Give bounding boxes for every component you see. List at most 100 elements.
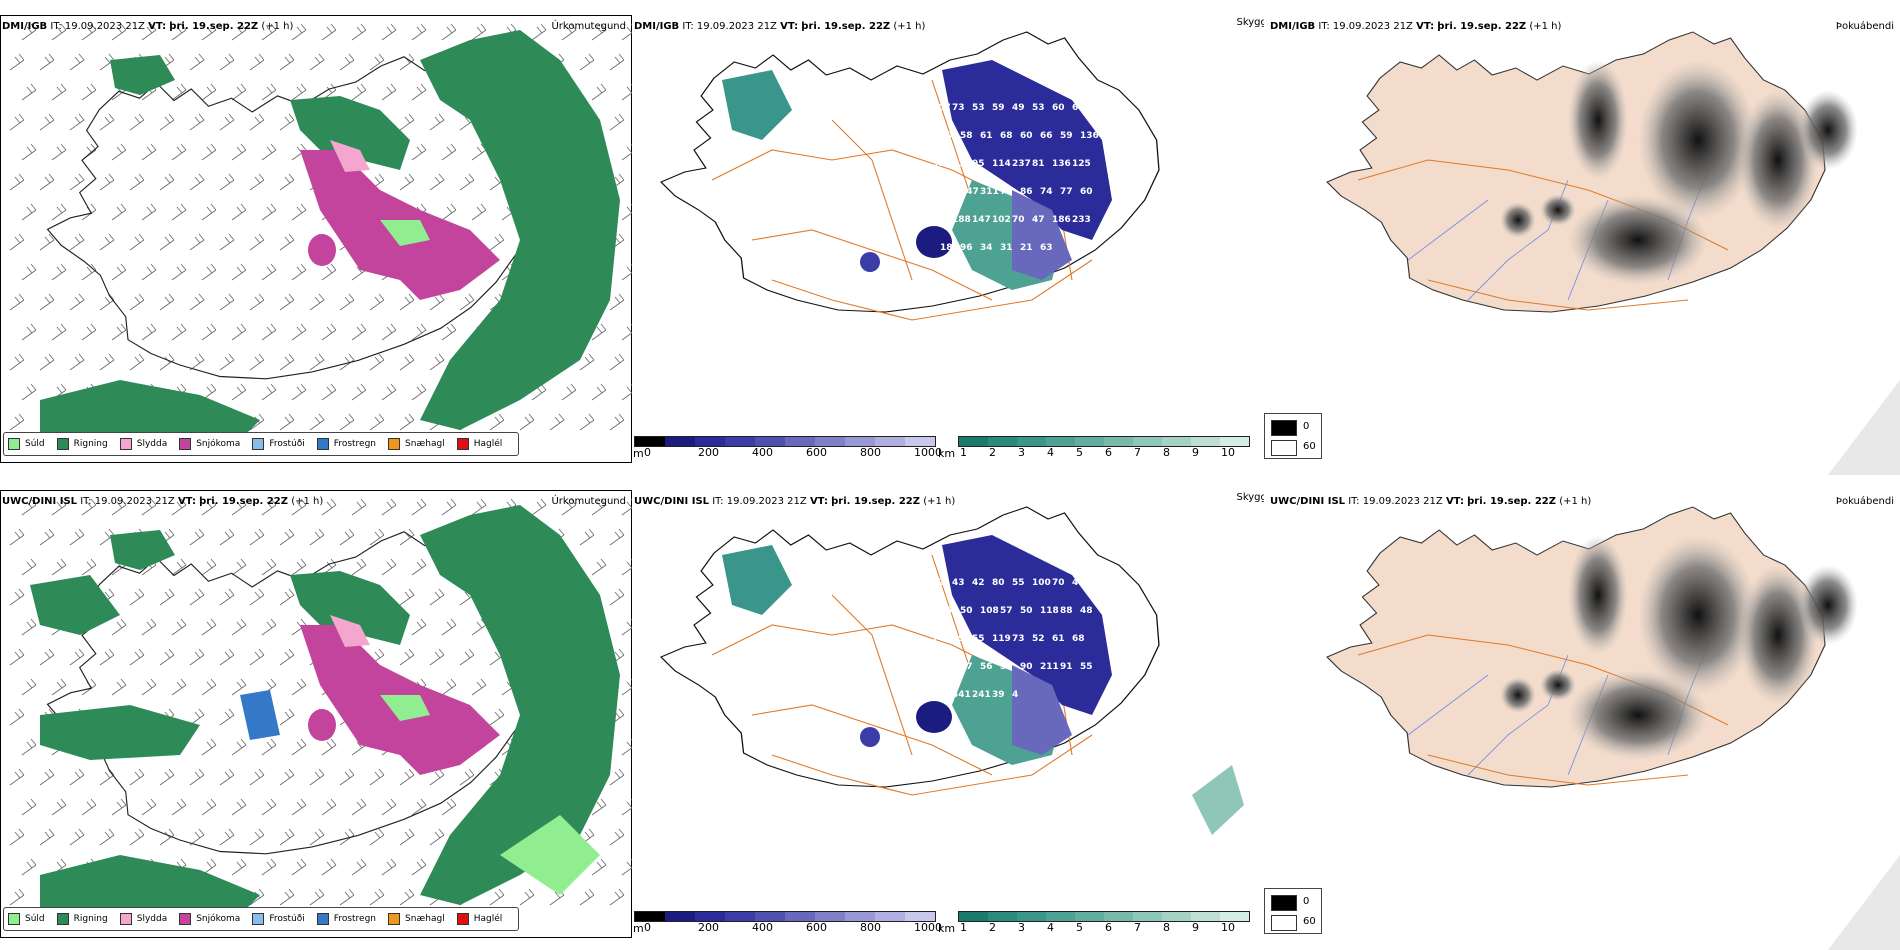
colorbar-cell xyxy=(1220,912,1249,921)
colorbar-cell xyxy=(785,912,815,921)
cloud-base-label: 97 xyxy=(932,215,945,225)
rain-area xyxy=(40,855,260,920)
visibility-unit: km xyxy=(938,922,956,935)
cloud-base-label: 44 xyxy=(1072,578,1085,588)
rain-area xyxy=(110,530,175,570)
colorbar-tick: 4 xyxy=(1047,446,1054,459)
colorbar-tick: 4 xyxy=(1047,921,1054,934)
legend-swatch xyxy=(456,913,469,925)
cloud-base-label: 57 xyxy=(1000,606,1013,616)
panel-header: UWC/DINI ISL IT: 19.09.2023 21Z VT: þri.… xyxy=(634,496,955,507)
fog-key-label: 0 xyxy=(1303,421,1310,432)
cloud-base-label: 118 xyxy=(1040,606,1059,616)
colorbar-tick: 8 xyxy=(1163,446,1170,459)
colorbar-tick: 9 xyxy=(1192,446,1199,459)
fog-key: 0 60 xyxy=(1264,413,1322,459)
coastline xyxy=(46,56,534,380)
cloud-base-label: 56 xyxy=(980,662,993,672)
colorbar-cell xyxy=(959,912,988,921)
fog-indicator-area xyxy=(1798,565,1858,645)
snow-area xyxy=(308,709,336,741)
vt-label: VT: xyxy=(809,496,828,507)
colorbar-tick: 7 xyxy=(1134,446,1141,459)
cloud-base-label: 119 xyxy=(992,634,1011,644)
legend-label: Snæhagl xyxy=(405,439,445,449)
colorbar-tick: 800 xyxy=(860,921,881,934)
colorbar-tick: 9 xyxy=(1192,921,1199,934)
colorbar-tick: 3 xyxy=(1018,921,1025,934)
colorbar-cell xyxy=(815,912,845,921)
legend-swatch xyxy=(119,438,132,450)
colorbar-cell xyxy=(1104,437,1133,446)
cloud-base-label: 96 xyxy=(960,243,973,253)
legend-label: Rigning xyxy=(73,439,108,449)
cloud-base-label: 74 xyxy=(932,634,945,644)
drizzle-area xyxy=(380,220,430,246)
cloud-base-label: 107 xyxy=(932,690,951,700)
low-visibility-area xyxy=(722,70,792,140)
cloud-base-label: 125 xyxy=(1072,159,1091,169)
cloud-base-panel: 62 43 42 80 55 100 70 44 75 50 108 57 50 118 88 48 74 69 5… xyxy=(632,475,1264,950)
cloud-base-label: 63 xyxy=(1040,243,1053,253)
colorbar-tick: 400 xyxy=(752,921,773,934)
panel-header: UWC/DINI ISL IT: 19.09.2023 21Z VT: þri.… xyxy=(2,496,323,507)
precip-type-panel: DMI/IGB IT: 19.09.2023 21Z VT: þri. 19.s… xyxy=(0,0,632,475)
sleet-area xyxy=(330,615,370,647)
panel-title: Þokuábendi xyxy=(1835,21,1894,32)
cloud-base-label: 48 xyxy=(1080,606,1093,616)
panel-header: DMI/IGB IT: 19.09.2023 21Z VT: þri. 19.s… xyxy=(2,21,293,32)
fog-indicator-area xyxy=(1540,669,1576,701)
cloud-base-label: 60 xyxy=(1052,103,1065,113)
colorbar-tick: 5 xyxy=(1076,921,1083,934)
legend-item: Frostregn xyxy=(316,438,376,450)
visibility-colorbar xyxy=(958,436,1250,447)
colorbar-cell xyxy=(875,912,905,921)
cloud-base-unit: m xyxy=(633,447,644,460)
cloud-base-label: 49 xyxy=(1012,103,1025,113)
rain-area xyxy=(420,505,620,905)
legend-swatch xyxy=(8,438,20,450)
model-name: DMI/IGB xyxy=(2,21,48,32)
cloud-base-label: 41 xyxy=(952,159,965,169)
colorbar-cell xyxy=(695,912,725,921)
valid-time: þri. 19.sep. 22Z xyxy=(801,21,891,32)
cloud-base-labels: 107 73 53 59 49 53 60 66 108 58 61 68 60 66 59 136 55 41 9… xyxy=(932,103,1099,253)
precip-type-legend: Súld Rigning Slydda Snjókoma Frostúði Frostre… xyxy=(3,907,520,931)
lead-time: (+1 h) xyxy=(291,496,324,507)
cloud-base-label: 50 xyxy=(1020,606,1033,616)
drizzle-area xyxy=(380,695,430,721)
colorbar-cell xyxy=(665,912,695,921)
colorbar-cell xyxy=(1017,912,1046,921)
colorbar-cell xyxy=(635,437,665,446)
colorbar-tick: 6 xyxy=(1105,921,1112,934)
low-cloud-area xyxy=(860,252,880,272)
sea-fog-area xyxy=(1828,855,1900,950)
fog-panel: DMI/IGB IT: 19.09.2023 21Z VT: þri. 19.s… xyxy=(1268,0,1900,475)
cloud-base-label: 31 xyxy=(1000,243,1013,253)
rain-area xyxy=(40,705,200,760)
colorbar-cell xyxy=(725,437,755,446)
colorbar-cell xyxy=(1017,437,1046,446)
colorbar-cell xyxy=(988,912,1017,921)
panel-header: DMI/IGB IT: 19.09.2023 21Z VT: þri. 19.s… xyxy=(1270,21,1561,32)
cloud-base-label: 47 xyxy=(1032,215,1045,225)
cloud-base-label: 73 xyxy=(1012,634,1025,644)
cloud-base-label: 52 xyxy=(1032,634,1045,644)
legend-label: Frostúði xyxy=(269,439,305,449)
rain-area xyxy=(420,30,620,430)
colorbar-cell xyxy=(1133,912,1162,921)
cloud-base-label: 68 xyxy=(1072,634,1085,644)
colorbar-tick: 0 xyxy=(644,921,651,934)
cloud-base-colorbar xyxy=(634,436,936,447)
colorbar-cell xyxy=(815,437,845,446)
colorbar-tick: 1000 xyxy=(914,921,942,934)
map-canvas xyxy=(1326,506,1900,950)
colorbar-tick: 10 xyxy=(1221,446,1235,459)
colorbar-cell xyxy=(755,912,785,921)
cloud-base-label: 42 xyxy=(972,578,985,588)
cloud-base-label: 247 xyxy=(960,187,979,197)
cloud-base-label: 314 xyxy=(940,187,959,197)
legend-swatch xyxy=(8,913,20,925)
cloud-base-label: 60 xyxy=(1080,187,1093,197)
